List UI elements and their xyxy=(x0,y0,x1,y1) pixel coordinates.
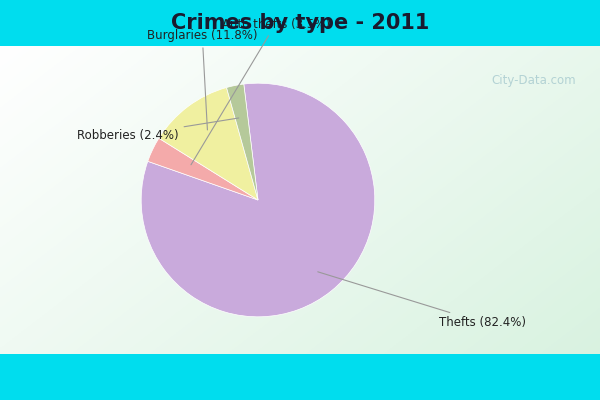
Text: Burglaries (11.8%): Burglaries (11.8%) xyxy=(147,29,257,130)
Wedge shape xyxy=(227,84,258,200)
Text: Crimes by type - 2011: Crimes by type - 2011 xyxy=(171,13,429,33)
Text: Robberies (2.4%): Robberies (2.4%) xyxy=(77,118,239,142)
Wedge shape xyxy=(141,83,375,317)
Text: Thefts (82.4%): Thefts (82.4%) xyxy=(318,272,526,329)
Wedge shape xyxy=(159,88,258,200)
Text: Auto thefts (3.5%): Auto thefts (3.5%) xyxy=(191,18,329,165)
Wedge shape xyxy=(148,138,258,200)
Text: City-Data.com: City-Data.com xyxy=(491,74,576,87)
